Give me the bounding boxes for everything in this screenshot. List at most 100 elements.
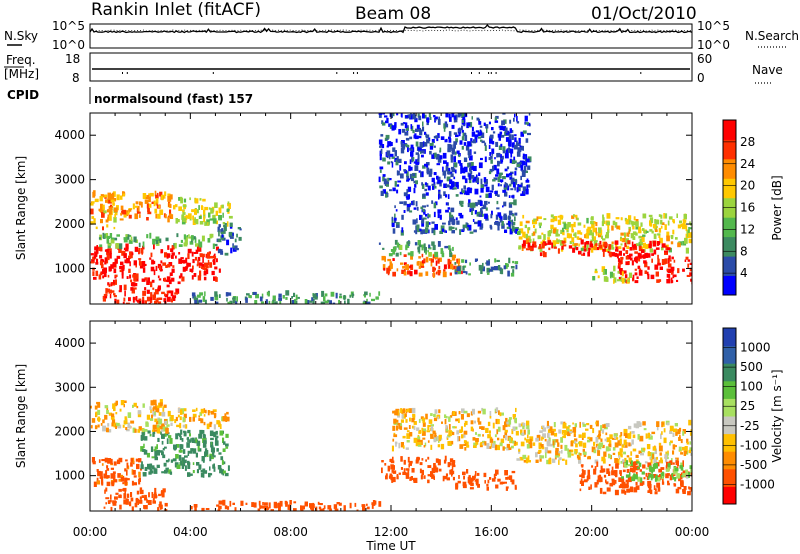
heatmap-cell [602, 217, 605, 223]
heatmap-cell [451, 152, 454, 155]
heatmap-cell [124, 418, 128, 422]
heatmap-cell [634, 280, 639, 284]
heatmap-cell [391, 113, 395, 117]
power-ytick-label: 2000 [54, 217, 85, 231]
heatmap-cell [126, 493, 130, 498]
heatmap-cell [161, 291, 165, 295]
heatmap-cell [560, 229, 563, 234]
heatmap-cell [141, 261, 146, 267]
velocity-ytick-label: 3000 [54, 380, 85, 394]
heatmap-cell [568, 425, 571, 428]
heatmap-cell [208, 472, 211, 478]
heatmap-cell [557, 219, 562, 225]
heatmap-cell [618, 455, 621, 459]
heatmap-cell [109, 204, 112, 208]
heatmap-cell [214, 294, 219, 301]
heatmap-cell [470, 175, 475, 179]
heatmap-cell [397, 180, 402, 183]
heatmap-cell [509, 148, 514, 154]
heatmap-cell [637, 434, 640, 440]
heatmap-cell [628, 215, 632, 220]
heatmap-cell [194, 237, 197, 243]
heatmap-cell [190, 506, 193, 510]
heatmap-cell [156, 427, 159, 434]
heatmap-cell [666, 273, 671, 278]
heatmap-cell [541, 232, 544, 235]
heatmap-cell [144, 494, 147, 500]
heatmap-cell [438, 437, 441, 442]
heatmap-cell [558, 451, 561, 454]
heatmap-cell [324, 293, 328, 297]
heatmap-cell [617, 270, 620, 274]
heatmap-cell [665, 451, 668, 456]
heatmap-cell [611, 225, 614, 231]
heatmap-cell [434, 409, 438, 414]
heatmap-cell [605, 249, 608, 252]
heatmap-cell [196, 462, 200, 466]
heatmap-cell [467, 202, 470, 208]
heatmap-cell [645, 244, 649, 249]
heatmap-cell [522, 425, 525, 430]
heatmap-cell [612, 452, 616, 455]
heatmap-cell [266, 507, 270, 510]
heatmap-cell [657, 487, 661, 492]
heatmap-cell [469, 262, 471, 266]
heatmap-cell [506, 447, 510, 451]
heatmap-cell [472, 437, 476, 441]
heatmap-cell [442, 475, 445, 482]
heatmap-cell [168, 262, 173, 267]
heatmap-cell [527, 165, 531, 170]
heatmap-cell [485, 193, 489, 198]
heatmap-cell [219, 294, 221, 298]
heatmap-cell [179, 422, 182, 429]
heatmap-cell [396, 425, 399, 431]
heatmap-cell [658, 279, 662, 282]
power-ytick-label: 4000 [54, 128, 85, 142]
heatmap-cell [658, 234, 661, 238]
heatmap-cell [409, 114, 413, 120]
heatmap-cell [413, 207, 417, 210]
heatmap-cell [349, 502, 352, 509]
heatmap-cell [193, 236, 196, 240]
heatmap-cell [207, 259, 210, 266]
heatmap-cell [107, 429, 112, 433]
heatmap-cell [504, 191, 508, 197]
heatmap-cell [510, 171, 514, 175]
heatmap-cell [382, 174, 386, 177]
heatmap-cell [445, 473, 448, 477]
heatmap-cell [646, 230, 649, 233]
heatmap-cell [486, 443, 490, 449]
heatmap-cell [439, 230, 443, 234]
heatmap-cell [474, 221, 478, 225]
heatmap-cell [561, 240, 566, 244]
heatmap-cell [189, 473, 193, 476]
heatmap-cell [466, 441, 469, 448]
heatmap-cell [96, 477, 99, 481]
heatmap-cell [153, 269, 156, 276]
heatmap-cell [456, 220, 460, 225]
heatmap-cell [447, 194, 450, 199]
heatmap-cell [425, 214, 428, 217]
heatmap-cell [527, 434, 529, 439]
heatmap-cell [512, 269, 515, 274]
heatmap-cell [598, 229, 601, 234]
heatmap-cell [212, 214, 216, 219]
heatmap-cell [257, 508, 261, 511]
heatmap-cell [591, 236, 594, 242]
heatmap-cell [182, 417, 186, 423]
heatmap-cell [415, 141, 419, 147]
heatmap-cell [329, 508, 332, 511]
heatmap-cell [430, 471, 434, 478]
heatmap-cell [596, 445, 599, 452]
heatmap-cell [391, 469, 394, 473]
x-tick-label: 08:00 [273, 525, 308, 539]
heatmap-cell [555, 447, 559, 453]
heatmap-cell [389, 124, 393, 129]
heatmap-cell [488, 144, 491, 149]
heatmap-cell [155, 236, 160, 242]
heatmap-cell [581, 470, 586, 475]
heatmap-cell [585, 428, 589, 431]
heatmap-cell [408, 425, 411, 429]
heatmap-cell [601, 429, 605, 433]
heatmap-cell [198, 215, 202, 219]
